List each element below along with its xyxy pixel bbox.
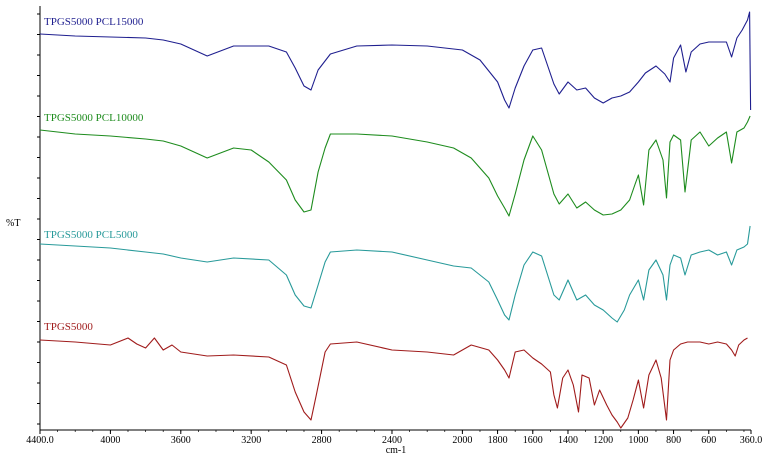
- y-axis-title: %T: [6, 218, 20, 229]
- series-line-4: [39, 337, 748, 429]
- x-tick-label: 4400.0: [26, 435, 54, 446]
- series-label-4: TPGS5000: [44, 321, 93, 333]
- x-tick-label: 600: [701, 435, 716, 446]
- series-line-3: [39, 225, 751, 323]
- series-label-3: TPGS5000 PCL5000: [44, 229, 138, 241]
- series-line-2: [39, 115, 751, 217]
- x-tick-label: 1800: [488, 435, 508, 446]
- x-axis-ticks: 4400.0 4000 3600 3200 2800 2400 2000 1800 1600 14…: [26, 430, 762, 446]
- axes: [39, 6, 751, 431]
- series-lines: [39, 11, 752, 429]
- x-tick-label: 2400: [382, 435, 402, 446]
- x-tick-label: 1000: [628, 435, 648, 446]
- x-tick-label: 2800: [312, 435, 332, 446]
- x-tick-label: 1600: [523, 435, 543, 446]
- x-tick-label: 3200: [241, 435, 261, 446]
- x-tick-label: 1200: [593, 435, 613, 446]
- x-tick-label: 4000: [100, 435, 120, 446]
- x-tick-label: 1400: [558, 435, 578, 446]
- series-label-2: TPGS5000 PCL10000: [44, 112, 144, 124]
- x-tick-label: 800: [666, 435, 681, 446]
- x-tick-label: 360.0: [740, 435, 763, 446]
- series-line-1: [39, 11, 752, 111]
- x-tick-label: 2000: [452, 435, 472, 446]
- series-label-1: TPGS5000 PCL15000: [44, 16, 144, 28]
- x-tick-label: 3600: [171, 435, 191, 446]
- series-labels: TPGS5000 PCL15000 TPGS5000 PCL10000 TPGS50…: [44, 16, 144, 333]
- x-axis-title: cm-1: [386, 445, 407, 455]
- y-axis-ticks: [37, 13, 40, 425]
